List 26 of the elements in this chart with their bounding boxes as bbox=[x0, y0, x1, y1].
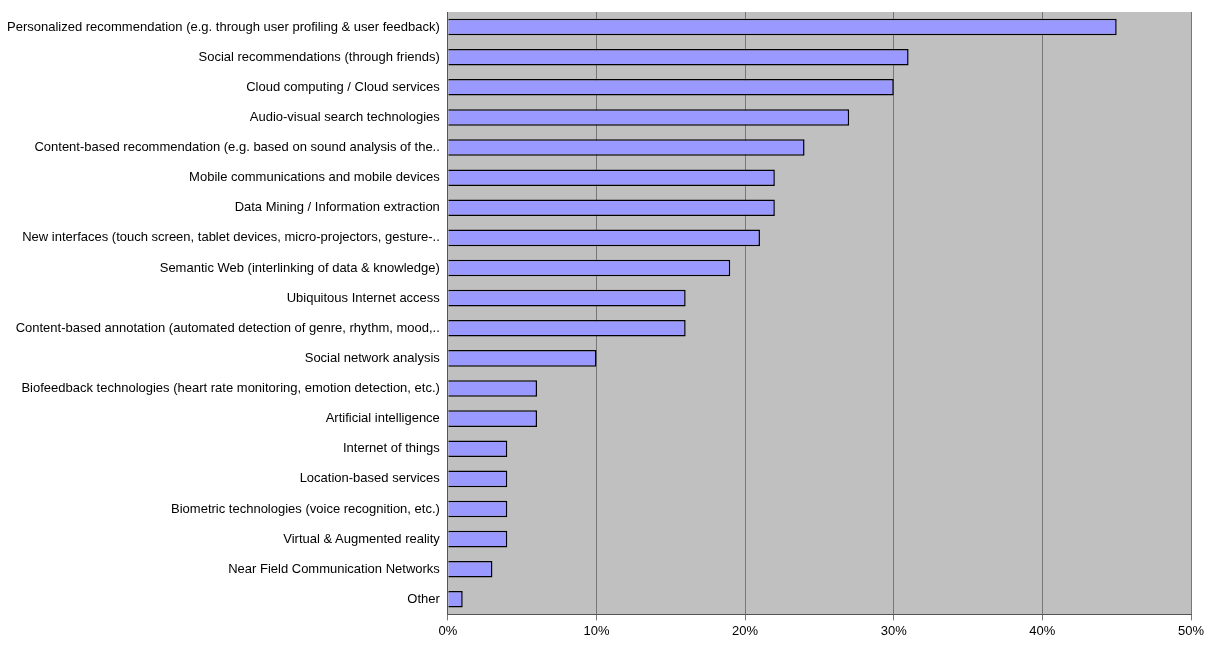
y-tick-label: Content-based recommendation (e.g. based on sound analysis of the.. bbox=[34, 139, 440, 155]
y-tick-label: Artificial intelligence bbox=[325, 410, 440, 426]
x-tick-label: 20% bbox=[732, 622, 759, 638]
y-tick-label: Data Mining / Information extraction bbox=[234, 199, 440, 215]
y-tick-label: Mobile communications and mobile devices bbox=[189, 169, 441, 185]
y-tick-label: Cloud computing / Cloud services bbox=[246, 78, 441, 94]
x-tick-label: 30% bbox=[880, 622, 908, 638]
y-tick-label: Internet of things bbox=[343, 440, 441, 456]
y-tick-label: Ubiquitous Internet access bbox=[286, 289, 441, 305]
y-tick-label: Near Field Communication Networks bbox=[228, 560, 441, 576]
x-tick-label: 0% bbox=[438, 622, 458, 638]
y-tick-label: New interfaces (touch screen, tablet devices, micro-projectors, gesture-.. bbox=[22, 229, 440, 245]
y-tick-label: Social network analysis bbox=[304, 349, 441, 365]
y-tick-label: Other bbox=[407, 590, 441, 606]
y-tick-label: Social recommendations (through friends) bbox=[198, 48, 440, 64]
x-tick-label: 50% bbox=[1177, 622, 1205, 638]
y-tick-label: Location-based services bbox=[299, 470, 441, 486]
y-tick-label: Virtual & Augmented reality bbox=[283, 530, 441, 546]
y-tick-label: Audio-visual search technologies bbox=[249, 109, 441, 124]
y-tick-label: Personalized recommendation (e.g. through user profiling & user feedback) bbox=[6, 18, 440, 34]
x-tick-label: 10% bbox=[583, 622, 610, 638]
y-tick-label: Biometric technologies (voice recognition, etc.) bbox=[171, 500, 440, 516]
y-tick-label: Semantic Web (interlinking of data & knowledge) bbox=[159, 259, 440, 275]
y-tick-label: Biofeedback technologies (heart rate monitoring, emotion detection, etc.) bbox=[21, 380, 440, 396]
y-tick-label: Content-based annotation (automated detection of genre, rhythm, mood,.. bbox=[15, 319, 440, 335]
x-tick-label: 40% bbox=[1029, 622, 1056, 638]
